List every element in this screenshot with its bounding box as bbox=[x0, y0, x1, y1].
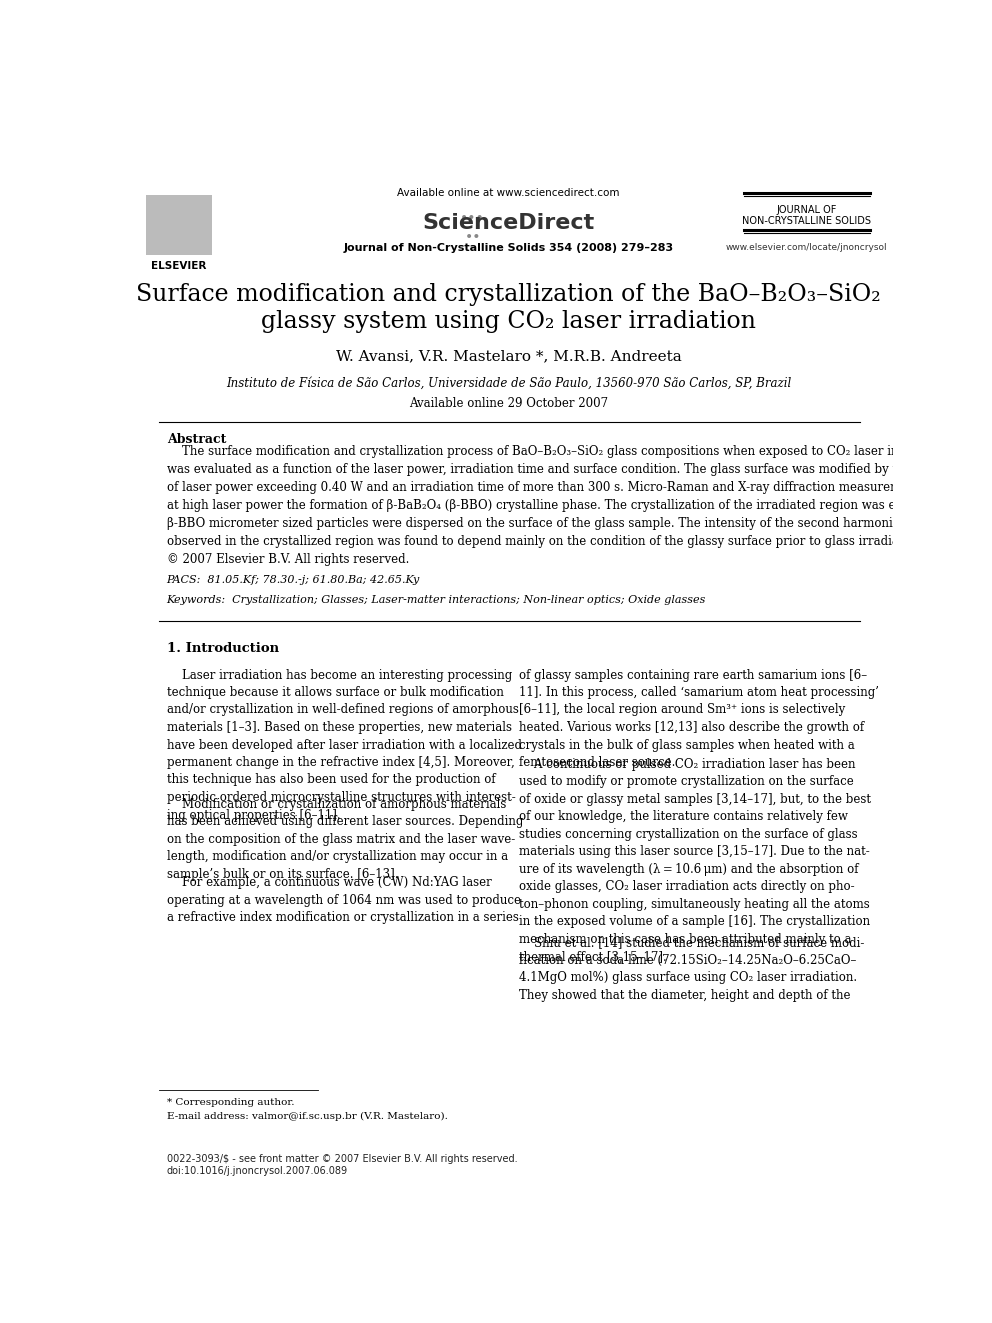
Bar bbox=[146, 194, 211, 255]
Text: NON-CRYSTALLINE SOLIDS: NON-CRYSTALLINE SOLIDS bbox=[742, 216, 871, 226]
Text: JOURNAL OF: JOURNAL OF bbox=[777, 205, 837, 214]
Text: Available online 29 October 2007: Available online 29 October 2007 bbox=[409, 397, 608, 410]
Text: of glassy samples containing rare earth samarium ions [6–
11]. In this process, : of glassy samples containing rare earth … bbox=[519, 668, 879, 769]
Text: •••
••: ••• •• bbox=[460, 212, 485, 243]
Text: Surface modification and crystallization of the BaO–B₂O₃–SiO₂: Surface modification and crystallization… bbox=[136, 283, 881, 307]
Text: Instituto de Física de São Carlos, Universidade de São Paulo, 13560-970 São Carl: Instituto de Física de São Carlos, Unive… bbox=[226, 377, 791, 390]
Text: doi:10.1016/j.jnoncrysol.2007.06.089: doi:10.1016/j.jnoncrysol.2007.06.089 bbox=[167, 1166, 348, 1176]
Text: * Corresponding author.: * Corresponding author. bbox=[167, 1098, 294, 1107]
Text: A continuous or pulsed CO₂ irradiation laser has been
used to modify or promote : A continuous or pulsed CO₂ irradiation l… bbox=[519, 758, 871, 963]
Text: Keywords:  Crystallization; Glasses; Laser-matter interactions; Non-linear optic: Keywords: Crystallization; Glasses; Lase… bbox=[167, 594, 706, 605]
Text: Shiu et al. [14] studied the mechanism of surface modi-
fication on a soda-lime : Shiu et al. [14] studied the mechanism o… bbox=[519, 937, 865, 1002]
Text: Laser irradiation has become an interesting processing
technique because it allo: Laser irradiation has become an interest… bbox=[167, 668, 522, 822]
Text: Journal of Non-Crystalline Solids 354 (2008) 279–283: Journal of Non-Crystalline Solids 354 (2… bbox=[343, 243, 674, 254]
Text: Modification or crystallization of amorphous materials
has been achieved using d: Modification or crystallization of amorp… bbox=[167, 798, 523, 881]
Text: glassy system using CO₂ laser irradiation: glassy system using CO₂ laser irradiatio… bbox=[261, 311, 756, 333]
Text: For example, a continuous wave (CW) Nd:YAG laser
operating at a wavelength of 10: For example, a continuous wave (CW) Nd:Y… bbox=[167, 876, 521, 925]
Text: The surface modification and crystallization process of BaO–B₂O₃–SiO₂ glass comp: The surface modification and crystalliza… bbox=[167, 446, 981, 566]
Text: ScienceDirect: ScienceDirect bbox=[423, 213, 594, 233]
Text: W. Avansi, V.R. Mastelaro *, M.R.B. Andreeta: W. Avansi, V.R. Mastelaro *, M.R.B. Andr… bbox=[335, 349, 682, 364]
Text: E-mail address: valmor@if.sc.usp.br (V.R. Mastelaro).: E-mail address: valmor@if.sc.usp.br (V.R… bbox=[167, 1113, 447, 1121]
Text: www.elsevier.com/locate/jnoncrysol: www.elsevier.com/locate/jnoncrysol bbox=[726, 243, 888, 253]
Text: PACS:  81.05.Kf; 78.30.-j; 61.80.Ba; 42.65.Ky: PACS: 81.05.Kf; 78.30.-j; 61.80.Ba; 42.6… bbox=[167, 574, 420, 585]
Text: 0022-3093/$ - see front matter © 2007 Elsevier B.V. All rights reserved.: 0022-3093/$ - see front matter © 2007 El… bbox=[167, 1155, 517, 1164]
Text: Abstract: Abstract bbox=[167, 433, 226, 446]
Text: ELSEVIER: ELSEVIER bbox=[151, 261, 206, 271]
Text: 1. Introduction: 1. Introduction bbox=[167, 643, 279, 655]
Text: Available online at www.sciencedirect.com: Available online at www.sciencedirect.co… bbox=[397, 188, 620, 198]
